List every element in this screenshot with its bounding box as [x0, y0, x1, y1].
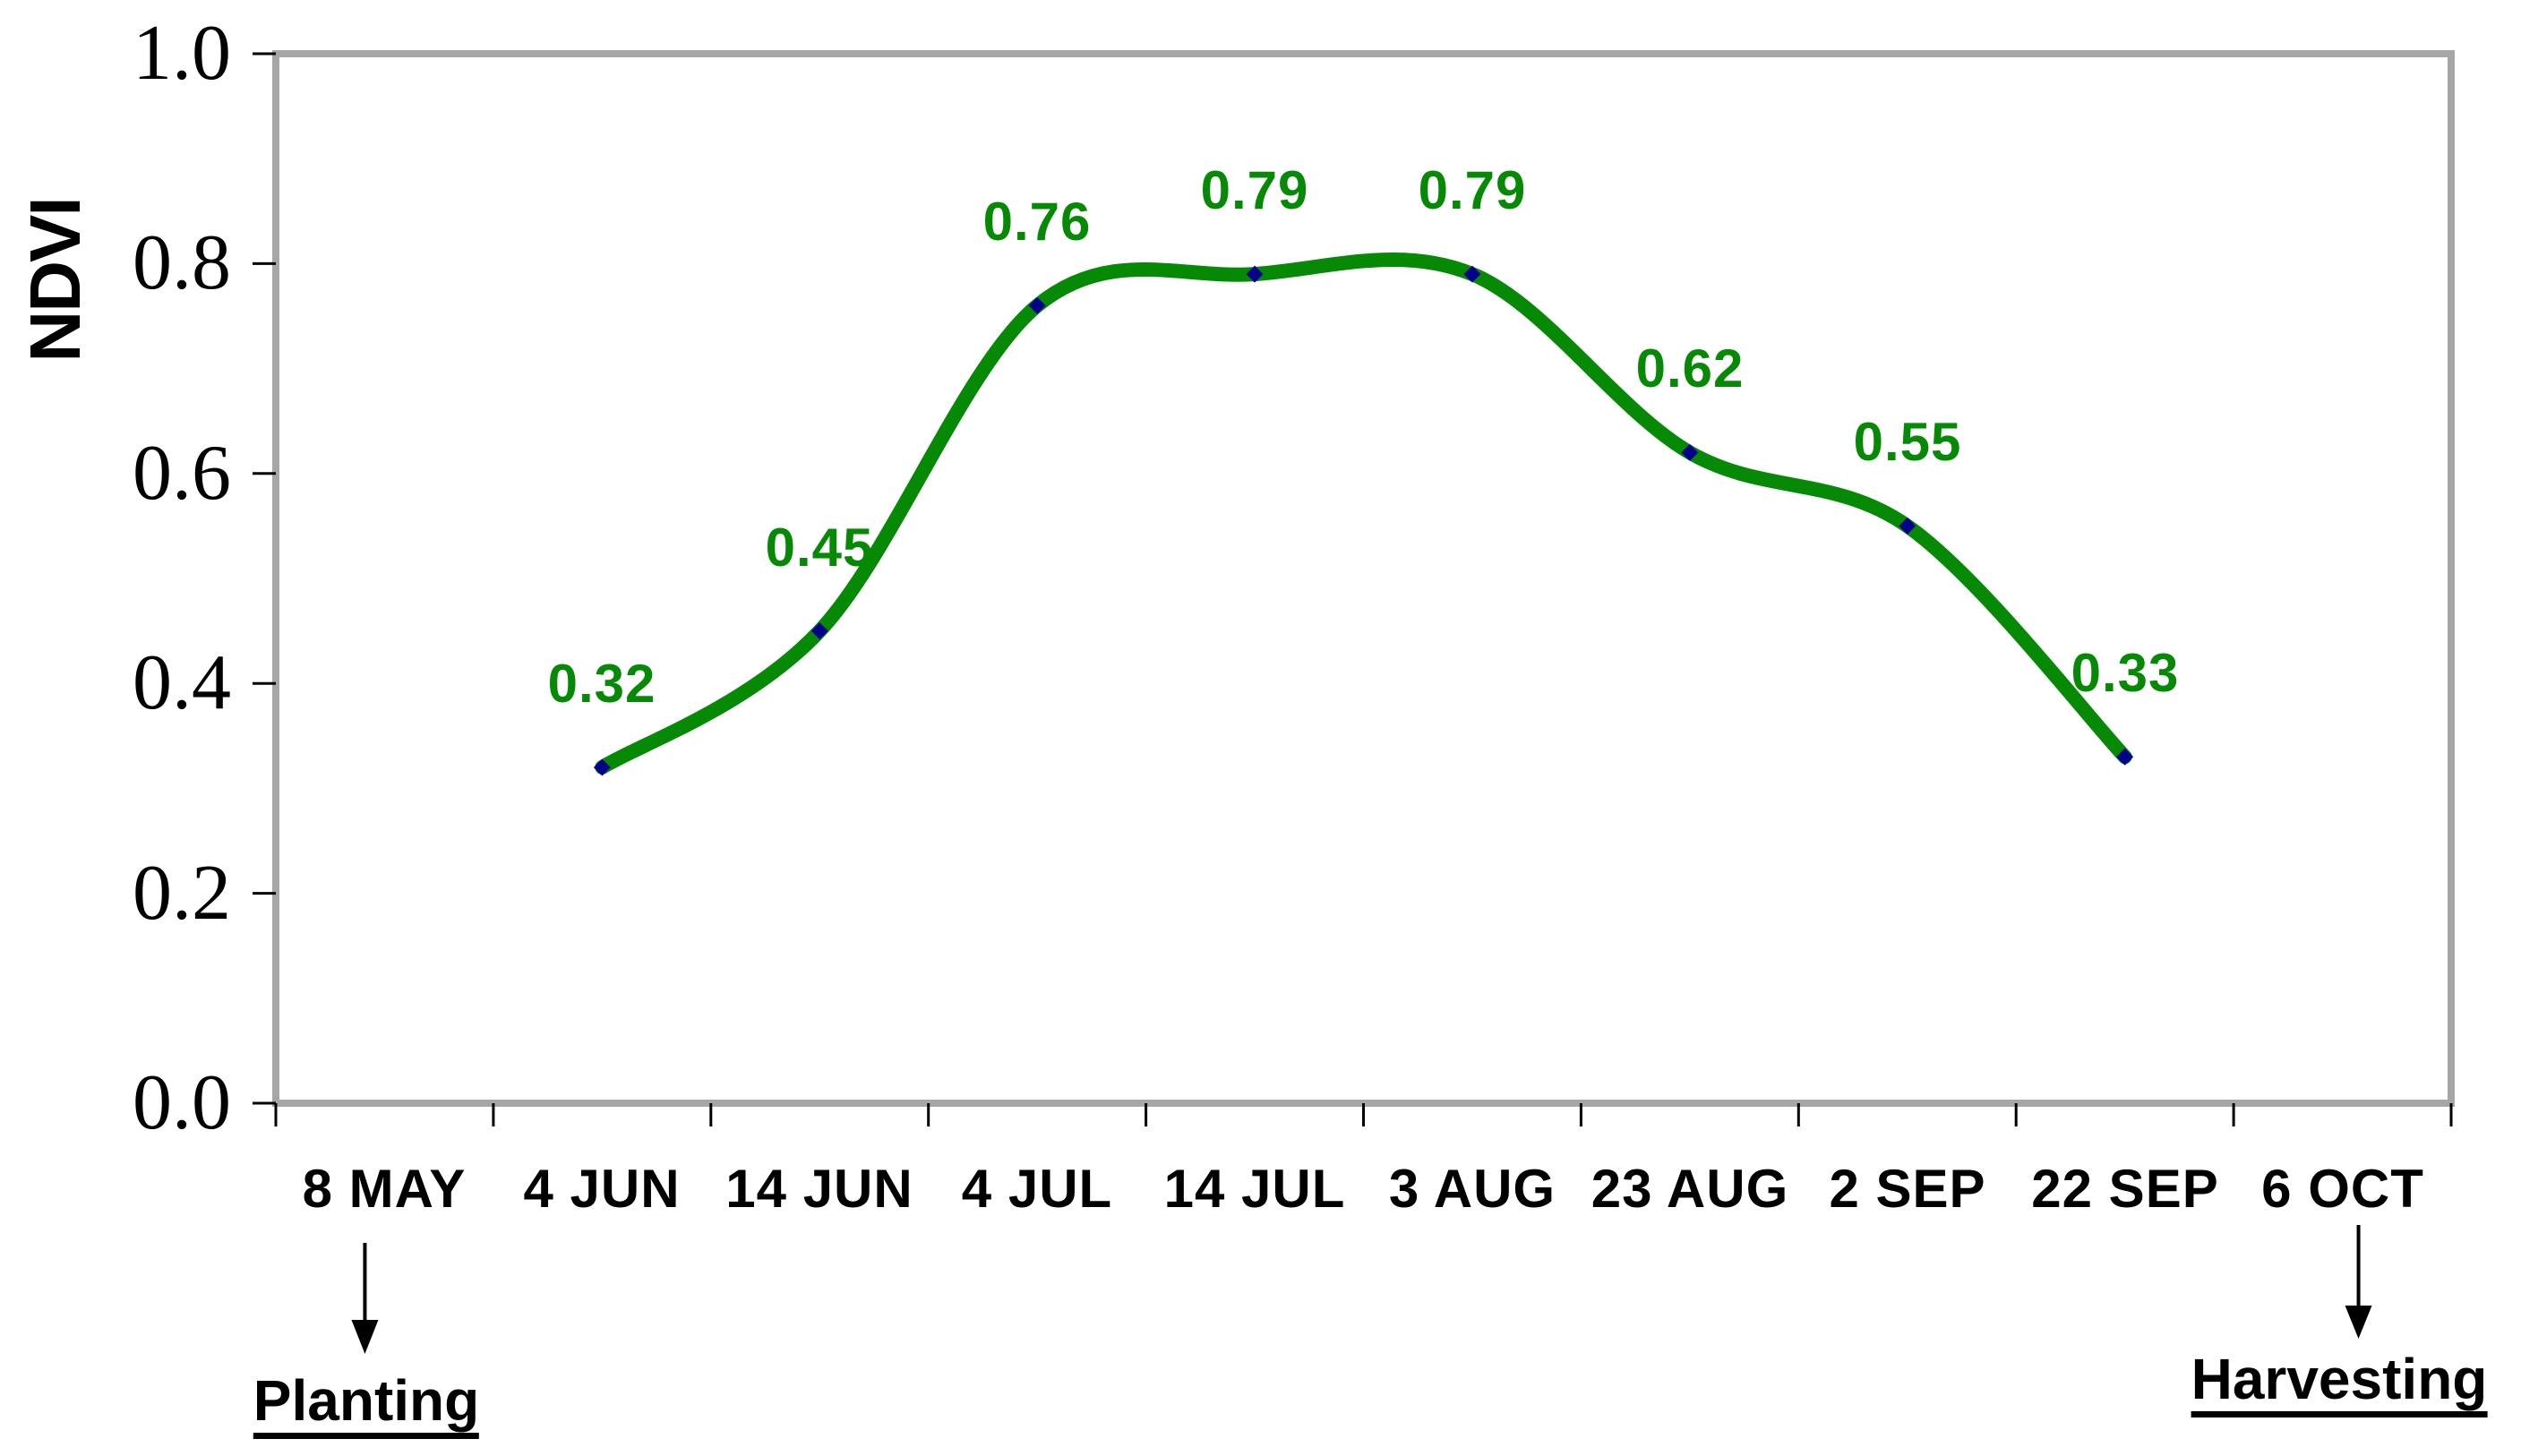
data-point-value-label: 0.79 — [1200, 160, 1309, 220]
y-axis-tick-label: 0.2 — [133, 850, 231, 937]
data-point-marker — [1899, 517, 1916, 535]
data-point-marker — [1028, 296, 1046, 314]
x-axis-category-label: 22 SEP — [2031, 1159, 2219, 1219]
ndvi-series-line — [595, 252, 2132, 775]
data-point-marker — [2116, 748, 2134, 766]
y-axis-tick-label: 1.0 — [133, 10, 231, 97]
x-axis-category-label: 23 AUG — [1591, 1159, 1789, 1219]
data-point-value-label: 0.76 — [982, 192, 1092, 252]
y-axis-tick-label: 0.0 — [133, 1059, 231, 1146]
data-point-marker — [1463, 265, 1481, 283]
x-axis-category-label: 8 MAY — [302, 1159, 467, 1219]
data-point-value-label: 0.32 — [547, 654, 656, 714]
data-point-value-label: 0.79 — [1418, 160, 1527, 220]
harvesting-arrow-head — [2345, 1306, 2372, 1339]
data-point-marker — [593, 758, 611, 776]
x-axis-category-label: 2 SEP — [1829, 1159, 1986, 1219]
x-axis-category-label: 6 OCT — [2261, 1159, 2424, 1219]
y-axis-tick-label: 0.8 — [133, 219, 231, 306]
planting-arrow-head — [351, 1320, 379, 1354]
x-axis-category-label: 4 JUL — [961, 1159, 1113, 1219]
x-axis-category-label: 4 JUN — [523, 1159, 681, 1219]
plot-frame — [272, 50, 2455, 1107]
data-point-value-label: 0.62 — [1635, 338, 1745, 398]
data-point-value-label: 0.45 — [765, 518, 874, 578]
x-axis-category-label: 3 AUG — [1388, 1159, 1556, 1219]
harvesting-annotation-label: Harvesting — [2191, 1350, 2488, 1417]
y-axis-tick-label: 0.4 — [133, 639, 231, 726]
y-axis-tick-label: 0.6 — [133, 430, 231, 517]
data-point-marker — [1246, 265, 1264, 283]
data-point-marker — [810, 622, 828, 640]
x-axis-category-label: 14 JUL — [1163, 1159, 1346, 1219]
data-point-value-label: 0.55 — [1853, 412, 1962, 472]
data-point-value-label: 0.33 — [2071, 643, 2180, 703]
x-axis-category-label: 14 JUN — [725, 1159, 913, 1219]
data-point-marker — [1681, 443, 1699, 461]
planting-annotation-label: Planting — [253, 1372, 480, 1439]
